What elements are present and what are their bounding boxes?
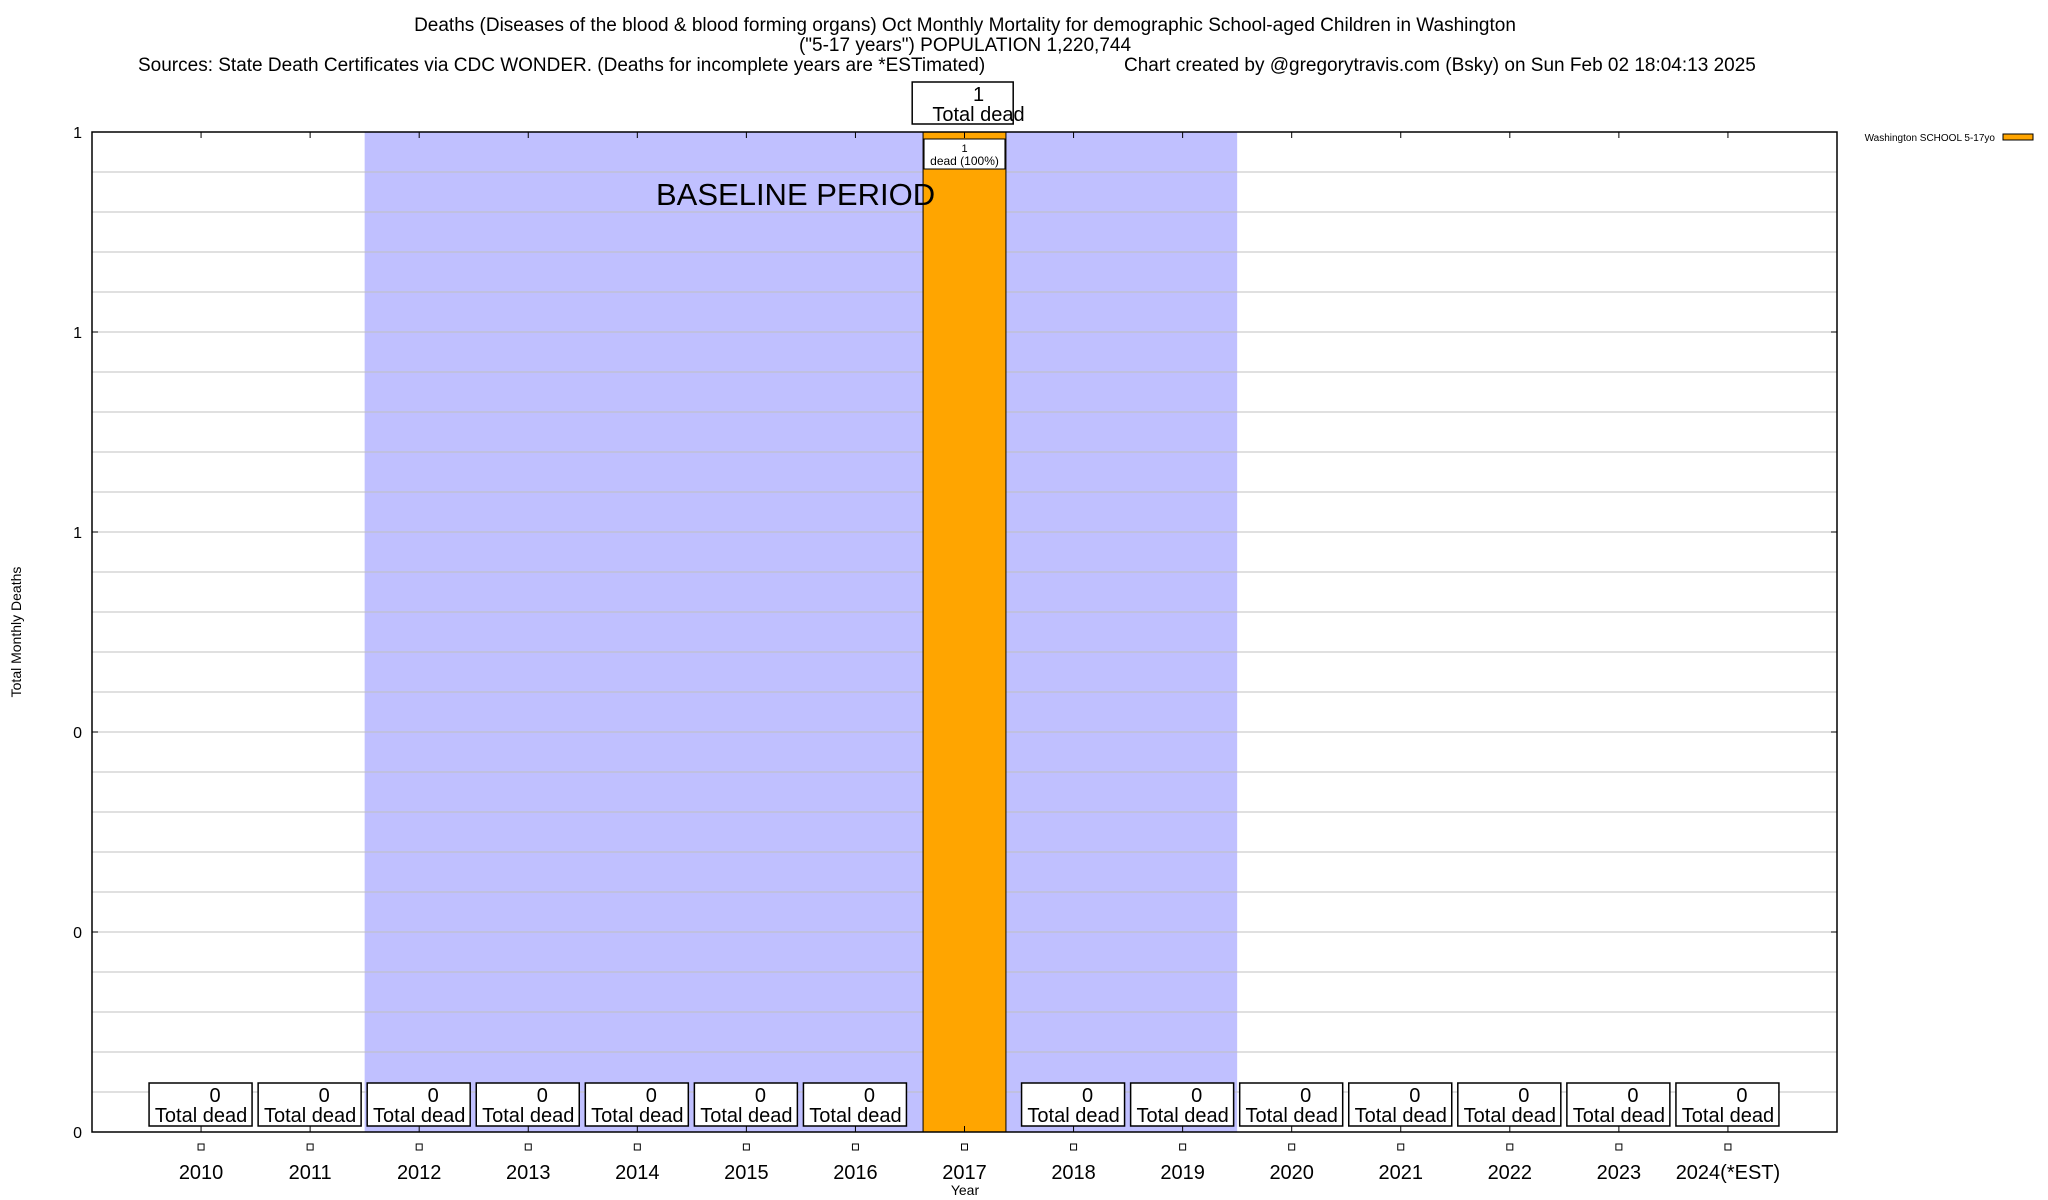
x-axis-label: Year (951, 1182, 980, 1198)
x-tick-marker (1288, 1143, 1296, 1151)
total-label-text: Total dead (373, 1105, 465, 1127)
x-tick-marker (524, 1143, 532, 1151)
x-tick-label: 2015 (724, 1162, 769, 1184)
x-tick-label: 2021 (1379, 1162, 1424, 1184)
total-label-box (1457, 1082, 1562, 1127)
x-tick-marker (415, 1143, 423, 1151)
total-label-value: 0 (428, 1085, 439, 1107)
total-label-value: 0 (864, 1085, 875, 1107)
sources-text: Sources: State Death Certificates via CD… (138, 55, 985, 76)
total-label-value: 1 (973, 84, 984, 106)
x-tick-marker (1615, 1143, 1623, 1151)
baseline-period-label: BASELINE PERIOD (656, 177, 935, 212)
total-label-box (148, 1082, 253, 1127)
total-label-box (366, 1082, 471, 1127)
legend-label: Washington SCHOOL 5-17yo (1865, 133, 1996, 144)
total-label-text: Total dead (1682, 1105, 1774, 1127)
x-tick-marker (1724, 1143, 1732, 1151)
x-tick-label: 2019 (1160, 1162, 1205, 1184)
total-label-value: 0 (1518, 1085, 1529, 1107)
legend-swatch (2002, 133, 2034, 141)
x-tick-marker (197, 1143, 205, 1151)
x-tick-marker (1070, 1143, 1078, 1151)
total-label-box (802, 1082, 908, 1127)
y-tick-label: 0 (73, 725, 82, 742)
x-tick-marker (306, 1143, 314, 1151)
total-label-text: Total dead (1027, 1105, 1119, 1127)
total-label-text: Total dead (155, 1105, 247, 1127)
x-tick-label: 2022 (1488, 1162, 1533, 1184)
total-label-value: 0 (319, 1085, 330, 1107)
total-label-text: Total dead (1246, 1105, 1338, 1127)
total-label-box (693, 1082, 799, 1127)
x-tick-marker (1397, 1143, 1405, 1151)
bar-inner-count: 1 (961, 143, 967, 155)
total-label-text: Total dead (482, 1105, 574, 1127)
y-tick-label: 1 (73, 325, 82, 342)
total-label-text: Total dead (1573, 1105, 1665, 1127)
total-label-text: Total dead (591, 1105, 683, 1127)
y-tick-label: 1 (73, 125, 82, 142)
bar-inner-label-box (923, 138, 1006, 170)
total-label-value: 0 (1627, 1085, 1638, 1107)
x-tick-label: 2012 (397, 1162, 442, 1184)
chart-title: Deaths (Diseases of the blood & blood fo… (138, 15, 1756, 76)
total-label-value: 0 (1082, 1085, 1093, 1107)
total-label-text: Total dead (1355, 1105, 1447, 1127)
total-label-box (257, 1082, 362, 1127)
y-tick-label: 0 (73, 925, 82, 942)
total-label-value: 0 (537, 1085, 548, 1107)
x-tick-label: 2020 (1269, 1162, 1314, 1184)
y-axis-label: Total Monthly Deaths (8, 567, 24, 698)
bar-inner-text: dead (100%) (930, 154, 999, 168)
bar-2017 (922, 131, 1007, 1133)
total-label-text: Total dead (1136, 1105, 1228, 1127)
total-label-text: Total dead (809, 1105, 901, 1127)
x-tick-label: 2016 (833, 1162, 878, 1184)
x-tick-label: 2017 (942, 1162, 987, 1184)
total-label-box (911, 81, 1014, 125)
total-label-box (1129, 1082, 1235, 1127)
x-tick-marker (633, 1143, 641, 1151)
x-tick-label: 2023 (1597, 1162, 1642, 1184)
total-label-box (1348, 1082, 1453, 1127)
title-line-2: ("5-17 years") POPULATION 1,220,744 (799, 35, 1131, 56)
total-label-box (475, 1082, 580, 1127)
total-label-value: 0 (755, 1085, 766, 1107)
x-tick-marker (1179, 1143, 1187, 1151)
total-label-value: 0 (1736, 1085, 1747, 1107)
x-tick-marker (1506, 1143, 1514, 1151)
total-label-value: 0 (1409, 1085, 1420, 1107)
credit-text: Chart created by @gregorytravis.com (Bsk… (1124, 55, 1756, 76)
total-label-value: 0 (1300, 1085, 1311, 1107)
title-line-1: Deaths (Diseases of the blood & blood fo… (414, 15, 1516, 36)
total-label-value: 0 (1191, 1085, 1202, 1107)
total-label-box (1020, 1082, 1126, 1127)
x-tick-label: 2010 (179, 1162, 224, 1184)
y-tick-label: 1 (73, 525, 82, 542)
x-tick-marker (742, 1143, 750, 1151)
total-label-box (1238, 1082, 1344, 1127)
y-tick-label: 0 (73, 1125, 82, 1142)
total-label-box (1566, 1082, 1671, 1127)
total-label-value: 0 (210, 1085, 221, 1107)
x-tick-label: 2011 (289, 1162, 332, 1184)
legend: Washington SCHOOL 5-17yo (1865, 133, 2034, 144)
baseline-shading (364, 132, 1238, 1132)
x-tick-label: 2014 (615, 1162, 660, 1184)
total-label-text: Total dead (1464, 1105, 1556, 1127)
total-label-box (584, 1082, 690, 1127)
total-label-text: Total dead (700, 1105, 792, 1127)
x-tick-label: 2013 (506, 1162, 551, 1184)
x-tick-marker (961, 1143, 968, 1151)
total-label-text: Total dead (932, 104, 1024, 126)
x-tick-label: 2024(*EST) (1676, 1162, 1781, 1184)
total-label-value: 0 (646, 1085, 657, 1107)
x-tick-label: 2018 (1051, 1162, 1096, 1184)
total-label-text: Total dead (264, 1105, 356, 1127)
x-tick-marker (851, 1143, 859, 1151)
